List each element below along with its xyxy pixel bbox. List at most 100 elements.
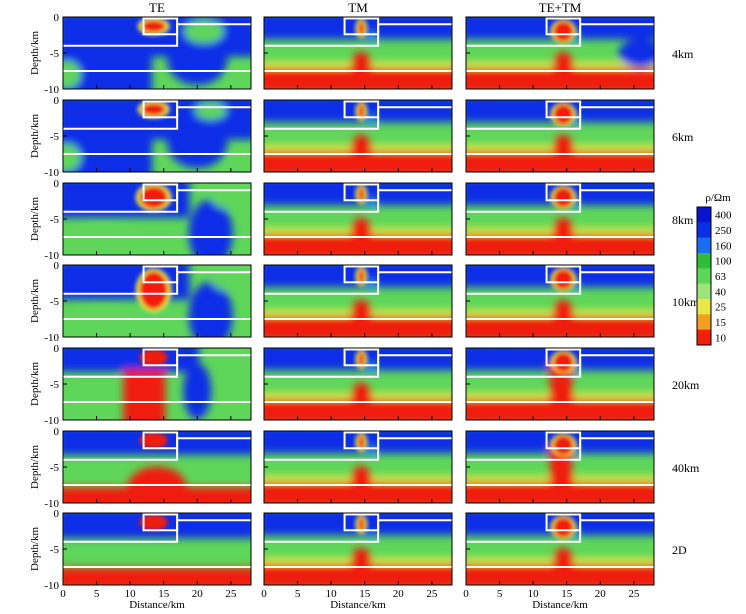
- colorbar-swatch: [697, 329, 711, 346]
- y-tick-label: 0: [54, 508, 60, 520]
- section-panel: [264, 100, 452, 172]
- row-label: 40km: [672, 461, 700, 475]
- y-tick-label: -10: [44, 580, 59, 592]
- y-tick-label: 0: [54, 178, 60, 190]
- x-axis-label: Distance/km: [129, 599, 185, 611]
- colorbar-swatch: [697, 253, 711, 269]
- colorbar-swatch: [697, 299, 711, 315]
- y-tick-label: -5: [50, 544, 60, 556]
- y-axis-label: Depth/km: [29, 527, 41, 571]
- x-tick-label: 20: [393, 588, 405, 600]
- row-label: 10km: [672, 295, 700, 309]
- section-panel: [264, 17, 452, 89]
- x-tick-label: 10: [125, 588, 137, 600]
- row-label: 2D: [672, 543, 687, 557]
- y-tick-label: 0: [54, 426, 60, 438]
- y-axis-label: Depth/km: [29, 279, 41, 323]
- y-tick-label: -10: [44, 250, 59, 262]
- y-axis-label: Depth/km: [29, 31, 41, 75]
- x-tick-label: 25: [225, 588, 237, 600]
- section-panel: [264, 183, 452, 255]
- colorbar-tick-label: 63: [715, 271, 727, 283]
- y-tick-label: -5: [50, 379, 60, 391]
- x-tick-label: 25: [628, 588, 640, 600]
- colorbar-tick-label: 10: [715, 332, 727, 344]
- section-panel: [264, 265, 452, 337]
- y-tick-label: -10: [44, 415, 59, 427]
- y-axis-label: Depth/km: [29, 445, 41, 489]
- x-tick-label: 5: [497, 588, 503, 600]
- x-tick-label: 10: [528, 588, 540, 600]
- section-panel: [466, 183, 654, 255]
- row-label: 6km: [672, 130, 694, 144]
- row-label: 20km: [672, 378, 700, 392]
- section-panel: [466, 17, 654, 89]
- y-axis-label: Depth/km: [29, 114, 41, 158]
- x-tick-label: 15: [158, 588, 170, 600]
- section-panel: [466, 431, 654, 503]
- y-tick-label: -5: [50, 48, 60, 60]
- y-tick-label: -10: [44, 498, 59, 510]
- y-tick-label: -10: [44, 167, 59, 179]
- y-tick-label: -5: [50, 214, 60, 226]
- row-label: 4km: [672, 47, 694, 61]
- x-axis-label: Distance/km: [330, 599, 386, 611]
- colorbar-tick-label: 250: [715, 225, 732, 237]
- x-tick-label: 0: [463, 588, 469, 600]
- section-panel: [63, 100, 251, 172]
- section-panel: [63, 431, 251, 503]
- section-panel: [264, 513, 452, 585]
- y-tick-label: 0: [54, 12, 60, 24]
- x-tick-label: 10: [326, 588, 338, 600]
- colorbar-swatch: [697, 314, 711, 331]
- section-panel: [466, 100, 654, 172]
- y-tick-label: 0: [54, 260, 60, 272]
- column-title: TM: [348, 0, 368, 15]
- y-tick-label: -10: [44, 84, 59, 96]
- y-tick-label: -5: [50, 131, 60, 143]
- y-tick-label: -10: [44, 332, 59, 344]
- section-panel: [264, 348, 452, 420]
- x-axis-label: Distance/km: [532, 599, 588, 611]
- section-panel: [63, 265, 251, 337]
- colorbar-swatch: [697, 207, 711, 223]
- row-label: 8km: [672, 213, 694, 227]
- colorbar-tick-label: 40: [715, 286, 727, 298]
- x-tick-label: 20: [192, 588, 204, 600]
- x-tick-label: 5: [295, 588, 301, 600]
- x-tick-label: 15: [359, 588, 371, 600]
- y-tick-label: 0: [54, 95, 60, 107]
- colorbar-tick-label: 400: [715, 210, 732, 222]
- section-panel: [63, 17, 251, 89]
- y-tick-label: 0: [54, 343, 60, 355]
- x-tick-label: 0: [60, 588, 66, 600]
- colorbar-swatch: [697, 283, 711, 300]
- x-tick-label: 20: [595, 588, 607, 600]
- section-panel: [63, 183, 251, 255]
- colorbar-title: ρ/Ωm: [705, 192, 731, 204]
- x-tick-label: 5: [94, 588, 100, 600]
- section-panel: [466, 513, 654, 585]
- colorbar-swatch: [697, 237, 711, 254]
- column-title: TE: [149, 0, 165, 15]
- section-panel: [466, 265, 654, 337]
- colorbar-tick-label: 15: [715, 317, 727, 329]
- colorbar-tick-label: 160: [715, 240, 732, 252]
- y-tick-label: -5: [50, 296, 60, 308]
- x-tick-label: 0: [261, 588, 267, 600]
- section-panel: [264, 431, 452, 503]
- y-axis-label: Depth/km: [29, 362, 41, 406]
- colorbar-tick-label: 25: [715, 302, 727, 314]
- section-panel: [63, 348, 251, 420]
- y-tick-label: -5: [50, 462, 60, 474]
- colorbar-swatch: [697, 222, 711, 239]
- x-tick-label: 15: [561, 588, 573, 600]
- y-axis-label: Depth/km: [29, 197, 41, 241]
- colorbar: ρ/Ωm 400 250 160 100 63 40 25 15 10: [696, 192, 732, 346]
- column-title: TE+TM: [539, 0, 582, 15]
- colorbar-tick-label: 100: [715, 256, 732, 268]
- section-panel: [63, 513, 251, 585]
- section-panel: [466, 348, 654, 420]
- colorbar-swatch: [697, 268, 711, 285]
